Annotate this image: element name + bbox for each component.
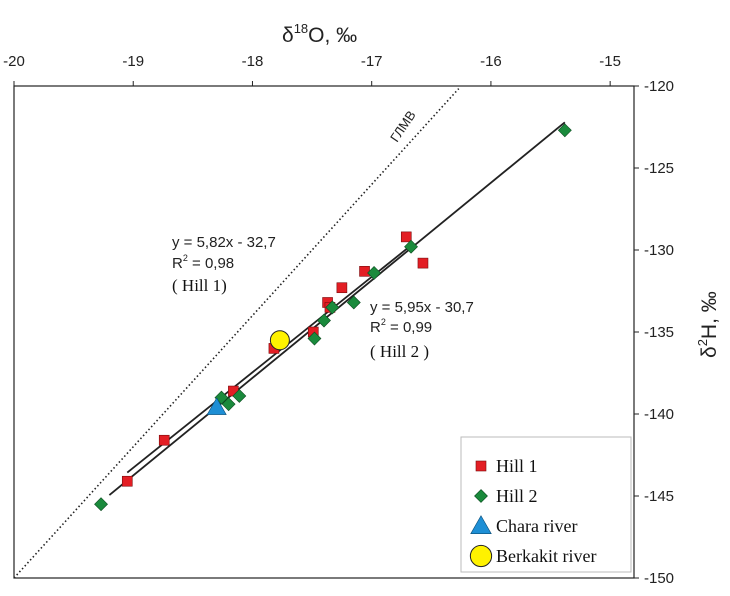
x-tick-label: -16 — [480, 53, 502, 70]
hill1-r2-rest: = 0,98 — [188, 255, 234, 272]
legend-marker-chara-river — [470, 515, 492, 534]
legend-marker-berkakit-river — [469, 544, 493, 568]
hill2-label: ( Hill 2 ) — [370, 342, 429, 361]
legend: Hill 1 Hill 2 Chara river Berkakit river — [460, 436, 632, 573]
y-axis-title-delta: δ — [698, 346, 721, 358]
hill-2-point — [325, 300, 340, 315]
x-tick-label: -17 — [361, 53, 383, 70]
y-tick-label: -145 — [644, 488, 674, 505]
hill2-r2-rest: = 0,99 — [386, 319, 432, 336]
hill1-equation: y = 5,82x - 32,7 — [172, 234, 276, 251]
legend-label-hill-2: Hill 2 — [496, 486, 538, 506]
hill-1-point — [158, 434, 170, 446]
hill1-regression-line — [126, 247, 409, 474]
y-axis-title: δ2H, ‰ — [695, 291, 721, 358]
y-axis-title-sup: 2 — [695, 339, 710, 346]
x-tick-label: -20 — [3, 53, 25, 70]
hill-1-point — [121, 475, 133, 487]
hill1-r2-sup: 2 — [183, 253, 188, 263]
legend-marker-hill-1 — [475, 460, 487, 472]
y-axis: -120 -125 -130 -135 -140 -145 -150 — [634, 78, 674, 587]
x-axis: -20 -19 -18 -17 -16 -15 — [3, 53, 621, 86]
hill2-r2-sup: 2 — [381, 317, 386, 327]
y-axis-title-rest: H, ‰ — [698, 291, 721, 339]
hill-1-point — [417, 257, 429, 269]
hill-2-point — [221, 397, 236, 412]
x-tick-label: -19 — [122, 53, 144, 70]
hill1-r2: R2 = 0,98 — [172, 253, 234, 272]
hill-2-point — [317, 313, 331, 328]
x-axis-title-delta: δ — [282, 24, 294, 47]
berkakit-river-point — [269, 330, 290, 351]
hill-2-point — [367, 266, 382, 280]
chart-marks — [94, 123, 572, 512]
hill-1-point — [336, 282, 348, 294]
y-tick-label: -130 — [644, 242, 674, 259]
x-axis-title-rest: O, ‰ — [308, 24, 357, 47]
gmwl-label: ГЛМВ — [387, 108, 419, 145]
legend-marker-hill-2 — [474, 489, 488, 503]
hill-2-point — [346, 295, 361, 310]
y-tick-label: -125 — [644, 160, 674, 177]
hill-2-point — [404, 239, 418, 254]
x-tick-label: -18 — [242, 53, 264, 70]
hill-2-point — [307, 331, 322, 346]
x-tick-label: -15 — [599, 53, 621, 70]
chara-river-point — [206, 397, 227, 415]
y-tick-label: -140 — [644, 406, 674, 423]
y-tick-label: -120 — [644, 78, 674, 95]
legend-label-chara-river: Chara river — [496, 516, 577, 536]
hill2-r2: R2 = 0,99 — [370, 317, 432, 336]
legend-label-hill-1: Hill 1 — [496, 456, 538, 476]
hill-1-point — [359, 266, 370, 277]
hill-2-point — [232, 389, 247, 403]
y-tick-label: -135 — [644, 324, 674, 341]
hill-2-point — [557, 123, 572, 138]
hill2-r2-main: R — [370, 319, 381, 336]
x-axis-title: δ18O, ‰ — [282, 21, 357, 47]
legend-label-berkakit-river: Berkakit river — [496, 546, 596, 566]
hill1-r2-main: R — [172, 255, 183, 272]
hill-2-point — [94, 497, 108, 512]
hill-1-point — [400, 231, 412, 243]
hill1-label: ( Hill 1) — [172, 276, 227, 295]
y-tick-label: -150 — [644, 570, 674, 587]
hill2-equation: y = 5,95x - 30,7 — [370, 299, 474, 316]
x-axis-title-sup: 18 — [294, 21, 308, 36]
